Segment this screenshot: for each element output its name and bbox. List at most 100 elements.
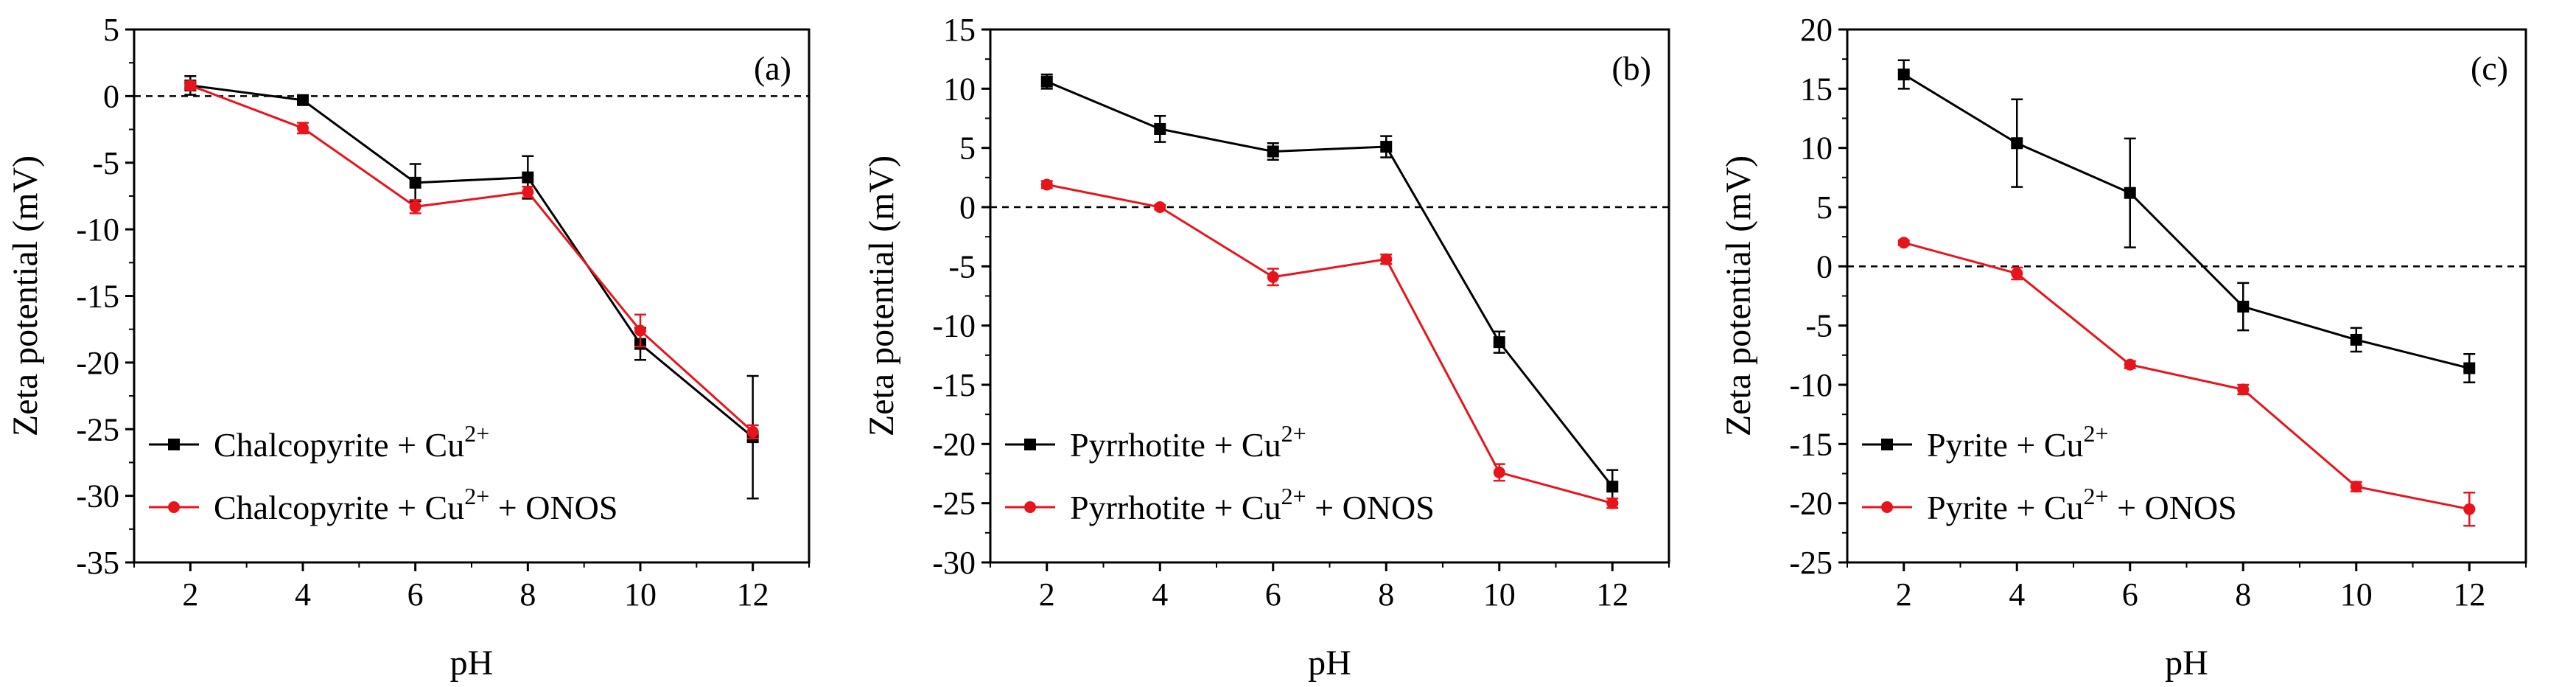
legend-label-base: Pyrite + Cu bbox=[1927, 489, 2084, 526]
x-tick-label: 12 bbox=[737, 576, 769, 613]
data-point bbox=[746, 425, 759, 438]
legend-item-1: Pyrrhotite + Cu2+ bbox=[1005, 420, 1306, 464]
x-tick-label: 4 bbox=[295, 576, 311, 613]
data-point bbox=[2350, 333, 2362, 346]
x-tick-label: 2 bbox=[1039, 576, 1055, 613]
data-point bbox=[1380, 141, 1393, 153]
y-tick-label: 5 bbox=[1816, 189, 1833, 226]
data-point bbox=[409, 176, 421, 189]
legend-label-base: Pyrite + Cu bbox=[1927, 426, 2084, 464]
legend-label-base: Chalcopyrite + Cu bbox=[214, 489, 464, 526]
legend-item-1: Chalcopyrite + Cu2+ bbox=[149, 420, 489, 464]
x-tick-label: 4 bbox=[2009, 576, 2025, 613]
data-point bbox=[2124, 358, 2136, 371]
data-point bbox=[2237, 300, 2250, 313]
legend-label: Chalcopyrite + Cu2+ + ONOS bbox=[214, 483, 617, 526]
data-point bbox=[297, 94, 309, 106]
legend-item-2: Chalcopyrite + Cu2+ + ONOS bbox=[149, 483, 617, 526]
series-line bbox=[190, 84, 754, 439]
data-point bbox=[1897, 69, 1910, 81]
data-point bbox=[634, 324, 646, 337]
y-tick-label: 10 bbox=[943, 71, 976, 107]
legend-item-1: Pyrite + Cu2+ bbox=[1862, 420, 2109, 464]
legend-label: Pyrrhotite + Cu2+ + ONOS bbox=[1070, 483, 1435, 526]
panel-label: (c) bbox=[2471, 49, 2508, 87]
y-tick-label: -20 bbox=[932, 426, 976, 462]
y-tick-label: -20 bbox=[76, 345, 119, 381]
legend-label-superscript: 2+ bbox=[1281, 483, 1306, 509]
legend-marker bbox=[1881, 501, 1893, 513]
legend-label-base: Pyrrhotite + Cu bbox=[1070, 489, 1281, 526]
data-point bbox=[1154, 201, 1166, 213]
y-tick-label: 20 bbox=[1800, 12, 1833, 48]
y-tick-label: -25 bbox=[932, 486, 976, 522]
legend-item-2: Pyrite + Cu2+ + ONOS bbox=[1862, 483, 2237, 526]
x-tick-label: 8 bbox=[519, 576, 536, 613]
y-axis-title: Zeta potential (mV) bbox=[1719, 156, 1758, 436]
legend-label: Pyrite + Cu2+ bbox=[1927, 420, 2109, 464]
data-point bbox=[1380, 253, 1393, 265]
y-tick-label: -20 bbox=[1789, 486, 1833, 522]
data-point bbox=[1154, 122, 1166, 135]
y-tick-label: 0 bbox=[103, 78, 119, 114]
y-tick-label: -5 bbox=[1805, 308, 1833, 344]
legend-label-tail: + ONOS bbox=[489, 489, 617, 526]
y-tick-label: -10 bbox=[1789, 367, 1833, 403]
data-point bbox=[2463, 503, 2476, 515]
legend-item-2: Pyrrhotite + Cu2+ + ONOS bbox=[1005, 483, 1435, 526]
series-2 bbox=[1040, 178, 1619, 509]
series-line bbox=[189, 84, 754, 433]
data-point bbox=[1897, 237, 1910, 249]
data-point bbox=[297, 122, 309, 134]
legend-label-superscript: 2+ bbox=[2084, 483, 2109, 509]
y-tick-label: -35 bbox=[76, 545, 119, 581]
x-tick-label: 12 bbox=[1596, 576, 1628, 613]
x-tick-label: 10 bbox=[2340, 576, 2373, 613]
data-point bbox=[2011, 267, 2023, 279]
y-tick-label: -15 bbox=[76, 279, 119, 315]
x-tick-label: 4 bbox=[1152, 576, 1168, 613]
y-tick-label: -10 bbox=[932, 308, 976, 344]
series-line bbox=[1903, 241, 2470, 511]
data-point bbox=[2124, 186, 2136, 199]
y-tick-label: 15 bbox=[1800, 71, 1833, 107]
panel-label: (b) bbox=[1611, 49, 1651, 87]
x-axis-title: pH bbox=[1308, 644, 1351, 683]
y-tick-label: -5 bbox=[948, 248, 976, 285]
chart-panel-2: 2 4 6 8 10 12 15 10 5 0 -5 -10 -15 -20 -25 -30 pH Zeta po… bbox=[862, 12, 1670, 683]
x-tick-label: 10 bbox=[1483, 576, 1516, 613]
legend-marker bbox=[168, 439, 180, 450]
x-tick-label: 2 bbox=[182, 576, 198, 613]
series-2 bbox=[1897, 237, 2476, 527]
x-tick-label: 6 bbox=[407, 576, 424, 613]
y-tick-label: -30 bbox=[76, 478, 119, 515]
x-axis-title: pH bbox=[2165, 644, 2208, 683]
y-axis-title: Zeta potential (mV) bbox=[862, 156, 901, 436]
x-tick-label: 6 bbox=[2122, 576, 2138, 613]
y-tick-label: 0 bbox=[1816, 248, 1833, 285]
data-point bbox=[1267, 145, 1279, 158]
legend-marker bbox=[168, 501, 180, 513]
plot-frame bbox=[1846, 28, 2527, 564]
data-point bbox=[2011, 137, 2023, 150]
data-point bbox=[1267, 271, 1279, 283]
y-tick-label: -10 bbox=[76, 212, 119, 248]
y-tick-label: -30 bbox=[932, 545, 976, 581]
y-tick-label: 10 bbox=[1800, 130, 1833, 167]
data-point bbox=[2237, 383, 2250, 396]
legend-marker bbox=[1881, 439, 1893, 450]
y-tick-label: 0 bbox=[959, 189, 976, 226]
panel-label: (a) bbox=[754, 49, 791, 87]
legend-label-base: Pyrrhotite + Cu bbox=[1070, 426, 1281, 464]
series-line bbox=[1903, 73, 2470, 369]
legend-label-superscript: 2+ bbox=[464, 483, 489, 509]
legend-label: Chalcopyrite + Cu2+ bbox=[214, 420, 489, 464]
legend-label: Pyrrhotite + Cu2+ bbox=[1070, 420, 1306, 464]
y-tick-label: -5 bbox=[92, 145, 119, 181]
series-1 bbox=[1897, 59, 2476, 384]
legend-label: Pyrite + Cu2+ + ONOS bbox=[1927, 483, 2237, 526]
legend-label-superscript: 2+ bbox=[1281, 420, 1306, 447]
data-point bbox=[2350, 481, 2362, 493]
